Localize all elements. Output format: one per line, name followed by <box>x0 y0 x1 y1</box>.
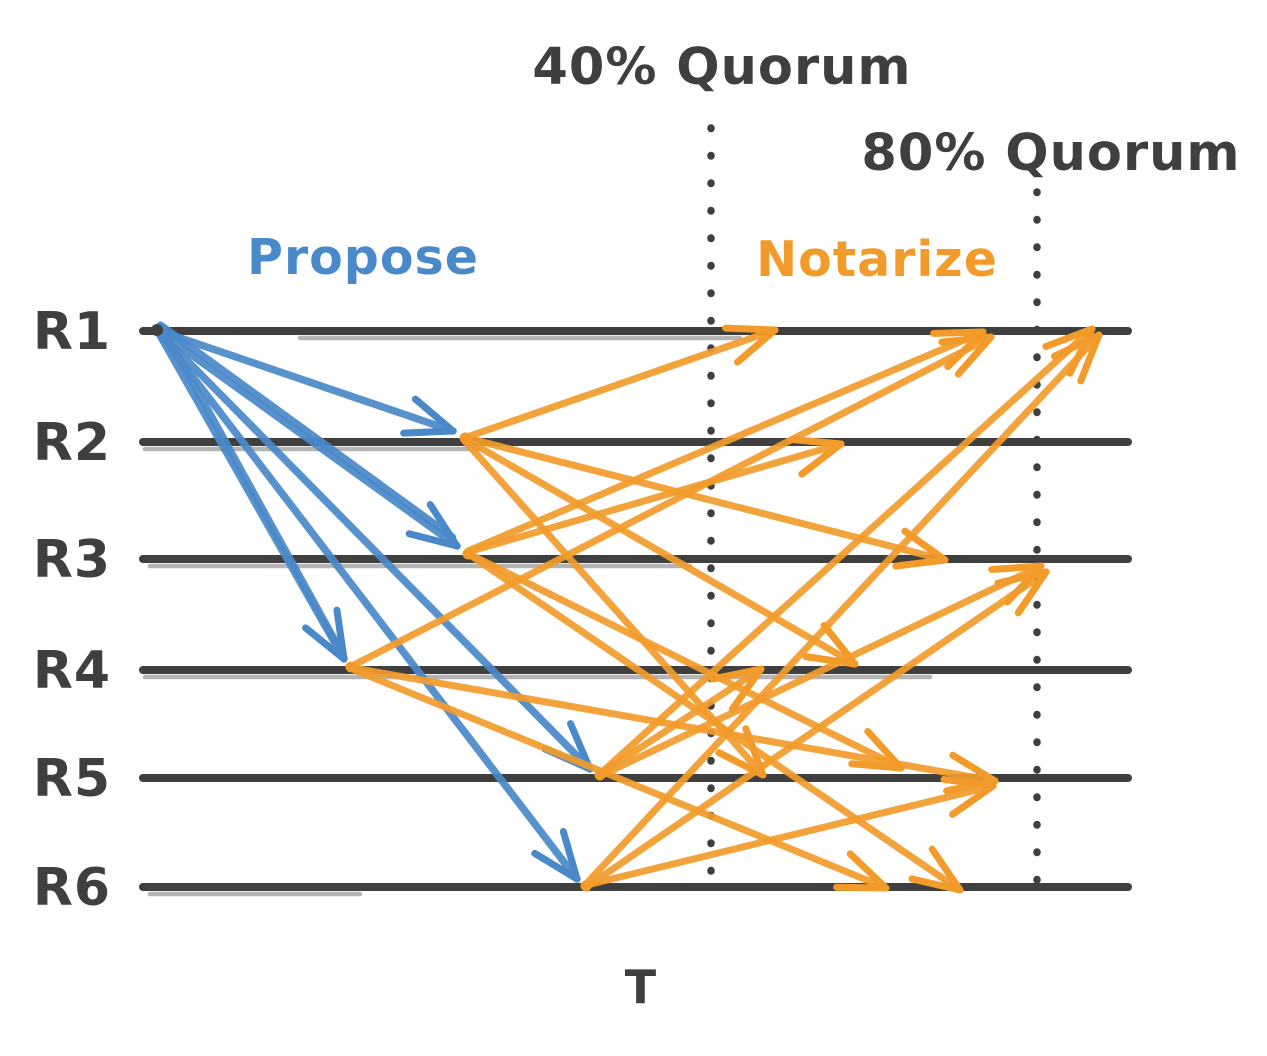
quorum-label-80: 80% Quorum <box>861 124 1240 183</box>
phase-label-notarize: Notarize <box>756 231 998 288</box>
replica-label-R3: R3 <box>33 530 111 590</box>
propose-arrow-R1-to-R3 <box>153 326 461 550</box>
replica-label-R1: R1 <box>33 302 111 362</box>
time-axis-label: T <box>625 960 657 1014</box>
notarize-arrow-R2-to-R3 <box>463 434 949 570</box>
propose-arrow-echo-R1-to-R3 <box>156 321 457 541</box>
notarize-arrow-R2-to-R4 <box>461 435 859 668</box>
replica-label-R2: R2 <box>33 413 111 473</box>
propose-arrows <box>151 321 594 883</box>
quorum-lines: 40% Quorum 80% Quorum <box>532 38 1240 890</box>
phase-labels: Propose Notarize T <box>247 229 998 1014</box>
propose-arrow-R1-to-R5 <box>153 326 594 773</box>
replica-label-R6: R6 <box>33 858 111 918</box>
notarize-source-point-R2 <box>459 432 471 444</box>
phase-label-propose: Propose <box>247 229 479 286</box>
notarize-arrow-R4-to-R1 <box>348 333 995 670</box>
notarize-arrow-R5-to-R1 <box>597 325 1096 777</box>
notarize-arrow-R6-to-R3 <box>584 568 1050 890</box>
notarize-arrows <box>345 324 1103 894</box>
notarize-arrow-R3-to-R2 <box>464 436 845 556</box>
notarize-arrow-R6-to-R1 <box>582 331 1103 888</box>
notarize-source-point-R5 <box>594 769 606 781</box>
notarize-source-point-R3 <box>462 548 474 560</box>
replica-label-R5: R5 <box>33 749 111 809</box>
notarize-arrow-R5-to-R3 <box>598 562 1045 779</box>
notarize-arrow-R4-to-R6 <box>348 665 890 892</box>
notarize-arrow-R3-to-R5 <box>465 550 905 772</box>
notarize-arrow-R5-to-R4 <box>596 665 765 778</box>
replica-label-R4: R4 <box>33 641 111 701</box>
notarize-source-point-R6 <box>580 880 592 892</box>
notarize-arrow-R3-to-R1 <box>464 328 987 555</box>
notarize-arrow-R6-to-R5 <box>583 775 997 889</box>
notarize-source-point-R4 <box>345 661 357 673</box>
notarize-arrow-R2-to-R1 <box>463 324 779 441</box>
propose-arrow-R1-to-R2 <box>153 326 457 437</box>
propose-arrow-R1-to-R4 <box>153 326 348 663</box>
propose-arrow-R1-to-R6 <box>153 326 581 883</box>
quorum-label-40: 40% Quorum <box>532 38 911 97</box>
propose-origin-point-R1 <box>151 324 163 336</box>
